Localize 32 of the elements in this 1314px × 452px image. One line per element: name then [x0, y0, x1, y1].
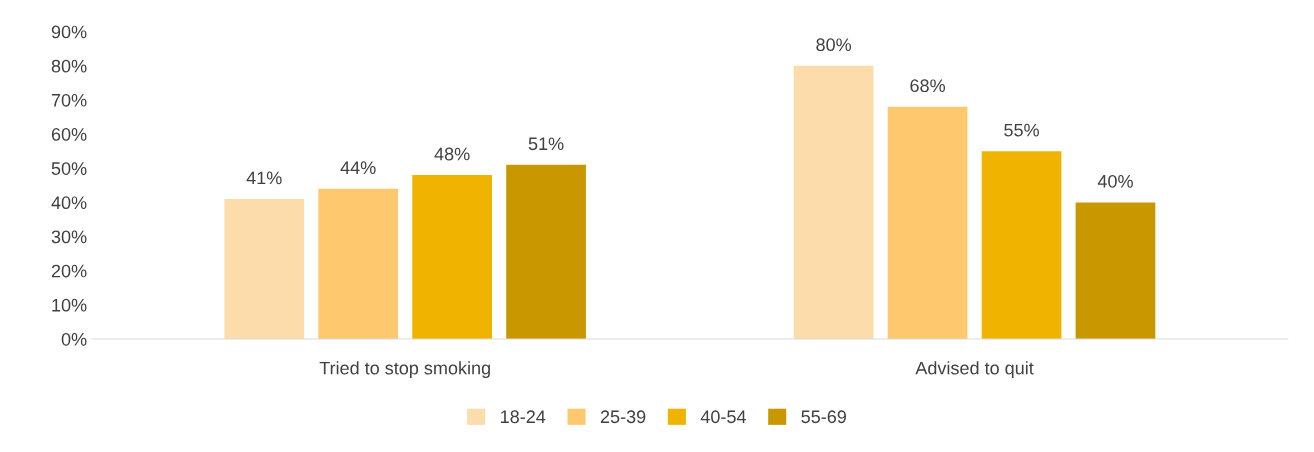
y-tick-label: 70%	[51, 93, 87, 107]
y-tick-label: 20%	[51, 264, 87, 278]
y-tick-label: 80%	[51, 59, 87, 73]
legend-label: 25-39	[600, 410, 646, 424]
y-tick-label: 0%	[61, 332, 87, 346]
y-tick-label: 10%	[52, 298, 87, 312]
y-tick-label: 90%	[51, 25, 87, 39]
bar	[506, 164, 586, 339]
bar	[981, 151, 1062, 339]
x-tick-label: Tried to stop smoking	[319, 361, 490, 379]
bar	[1075, 202, 1156, 339]
y-tick-label: 60%	[51, 128, 87, 141]
bar	[887, 106, 968, 339]
data-label: 68%	[910, 79, 945, 93]
bar	[318, 188, 399, 339]
legend-label: 55-69	[801, 410, 846, 424]
legend-label: 40-54	[700, 410, 746, 424]
data-label: 80%	[816, 38, 852, 52]
y-tick-label: 50%	[51, 162, 87, 175]
data-label: 55%	[1004, 123, 1039, 137]
data-label: 51%	[528, 137, 564, 151]
data-label: 48%	[434, 147, 470, 161]
bar	[793, 65, 874, 339]
y-tick-label: 40%	[51, 196, 87, 210]
y-tick-label: 30%	[51, 230, 87, 244]
bar	[412, 175, 492, 339]
x-tick-label: Advised to quit	[915, 361, 1034, 379]
data-label: 44%	[340, 161, 376, 174]
bar	[224, 198, 305, 339]
data-label: 40%	[1097, 174, 1133, 188]
legend-label: 18-24	[501, 410, 546, 424]
data-label: 41%	[246, 171, 282, 185]
